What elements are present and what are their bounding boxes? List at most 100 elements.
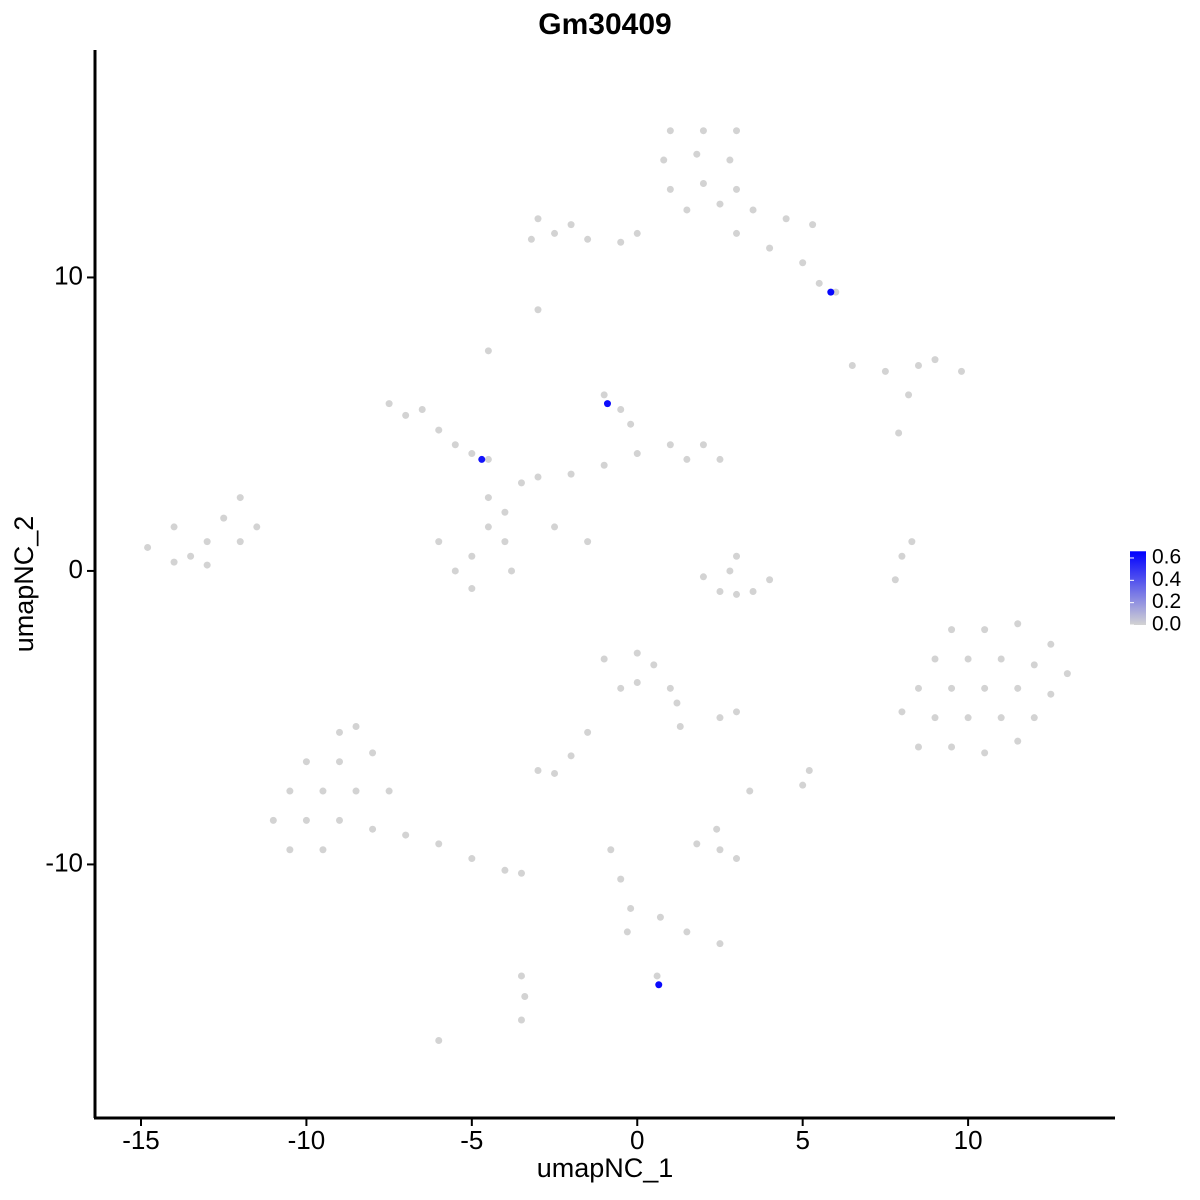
cell-point: [908, 538, 916, 546]
cell-point: [914, 361, 922, 369]
cell-point: [352, 787, 360, 795]
cell-point: [144, 543, 152, 551]
cell-point: [948, 626, 956, 634]
cell-point: [799, 259, 807, 267]
cell-point: [236, 538, 244, 546]
cell-point: [1014, 684, 1022, 692]
cell-point: [676, 722, 684, 730]
cell-point: [693, 150, 701, 158]
cell-point: [914, 684, 922, 692]
cell-point: [1063, 670, 1071, 678]
cell-point: [603, 400, 611, 408]
cell-point: [534, 473, 542, 481]
cell-point: [385, 400, 393, 408]
cell-point: [666, 684, 674, 692]
colorbar: [1130, 551, 1146, 625]
cell-point: [435, 426, 443, 434]
cell-point: [551, 769, 559, 777]
x-tick-label: 0: [630, 1125, 644, 1155]
cell-point: [683, 928, 691, 936]
cell-point: [402, 831, 410, 839]
cell-point: [746, 787, 754, 795]
cell-point: [468, 855, 476, 863]
cell-point: [617, 684, 625, 692]
x-tick-label: 5: [795, 1125, 809, 1155]
cell-point: [766, 576, 774, 584]
cell-point: [766, 244, 774, 252]
cell-point: [683, 455, 691, 463]
cell-point: [716, 587, 724, 595]
cell-point: [451, 567, 459, 575]
cell-point: [584, 728, 592, 736]
cell-point: [881, 367, 889, 375]
cell-point: [653, 972, 661, 980]
cell-point: [508, 567, 516, 575]
cell-point: [627, 420, 635, 428]
cell-point: [1047, 690, 1055, 698]
cell-point: [286, 846, 294, 854]
cell-point: [468, 552, 476, 560]
cell-point: [666, 127, 674, 135]
cell-point: [981, 749, 989, 757]
cell-point: [948, 743, 956, 751]
cell-point: [832, 288, 840, 296]
y-tick-label: 0: [69, 554, 83, 584]
cell-point: [435, 1037, 443, 1045]
cell-point: [468, 450, 476, 458]
cell-point: [964, 714, 972, 722]
cell-point: [435, 840, 443, 848]
cell-point: [827, 288, 835, 296]
cell-point: [600, 461, 608, 469]
cell-point: [335, 816, 343, 824]
cell-point: [633, 450, 641, 458]
cell-point: [627, 904, 635, 912]
cell-point: [981, 684, 989, 692]
x-axis-label: umapNC_1: [537, 1153, 674, 1183]
cell-point: [484, 347, 492, 355]
cell-point: [673, 699, 681, 707]
cell-point: [699, 441, 707, 449]
cell-point: [567, 470, 575, 478]
cell-point: [650, 661, 658, 669]
cell-point: [335, 758, 343, 766]
cell-point: [484, 455, 492, 463]
cell-point: [733, 127, 741, 135]
cell-point: [666, 185, 674, 193]
cell-point: [733, 590, 741, 598]
cell-point: [699, 180, 707, 188]
cell-point: [726, 156, 734, 164]
y-axis-label: umapNC_2: [9, 516, 39, 653]
cell-point: [484, 494, 492, 502]
cell-point: [551, 523, 559, 531]
cell-point: [203, 538, 211, 546]
cell-point: [633, 678, 641, 686]
cell-point: [997, 655, 1005, 663]
cell-point: [898, 708, 906, 716]
cell-point: [501, 508, 509, 516]
cell-point: [352, 722, 360, 730]
cell-point: [716, 940, 724, 948]
colorbar-tick-label: 0.0: [1152, 613, 1181, 636]
cell-point: [1014, 737, 1022, 745]
cell-point: [584, 235, 592, 243]
cell-point: [782, 215, 790, 223]
cell-point: [981, 626, 989, 634]
cell-point: [633, 649, 641, 657]
x-tick-label: 10: [954, 1125, 983, 1155]
cell-point: [905, 391, 913, 399]
x-tick-label: -10: [288, 1125, 326, 1155]
cell-point: [435, 538, 443, 546]
cell-point: [733, 708, 741, 716]
cell-point: [286, 787, 294, 795]
cell-point: [385, 787, 393, 795]
cell-point: [369, 825, 377, 833]
cell-point: [236, 494, 244, 502]
cell-point: [749, 206, 757, 214]
cell-point: [253, 523, 261, 531]
cell-point: [302, 816, 310, 824]
colorbar-tick-label: 0.4: [1152, 568, 1182, 591]
cell-point: [809, 221, 817, 229]
cell-point: [713, 825, 721, 833]
cell-point: [369, 749, 377, 757]
x-tick-label: -15: [122, 1125, 160, 1155]
